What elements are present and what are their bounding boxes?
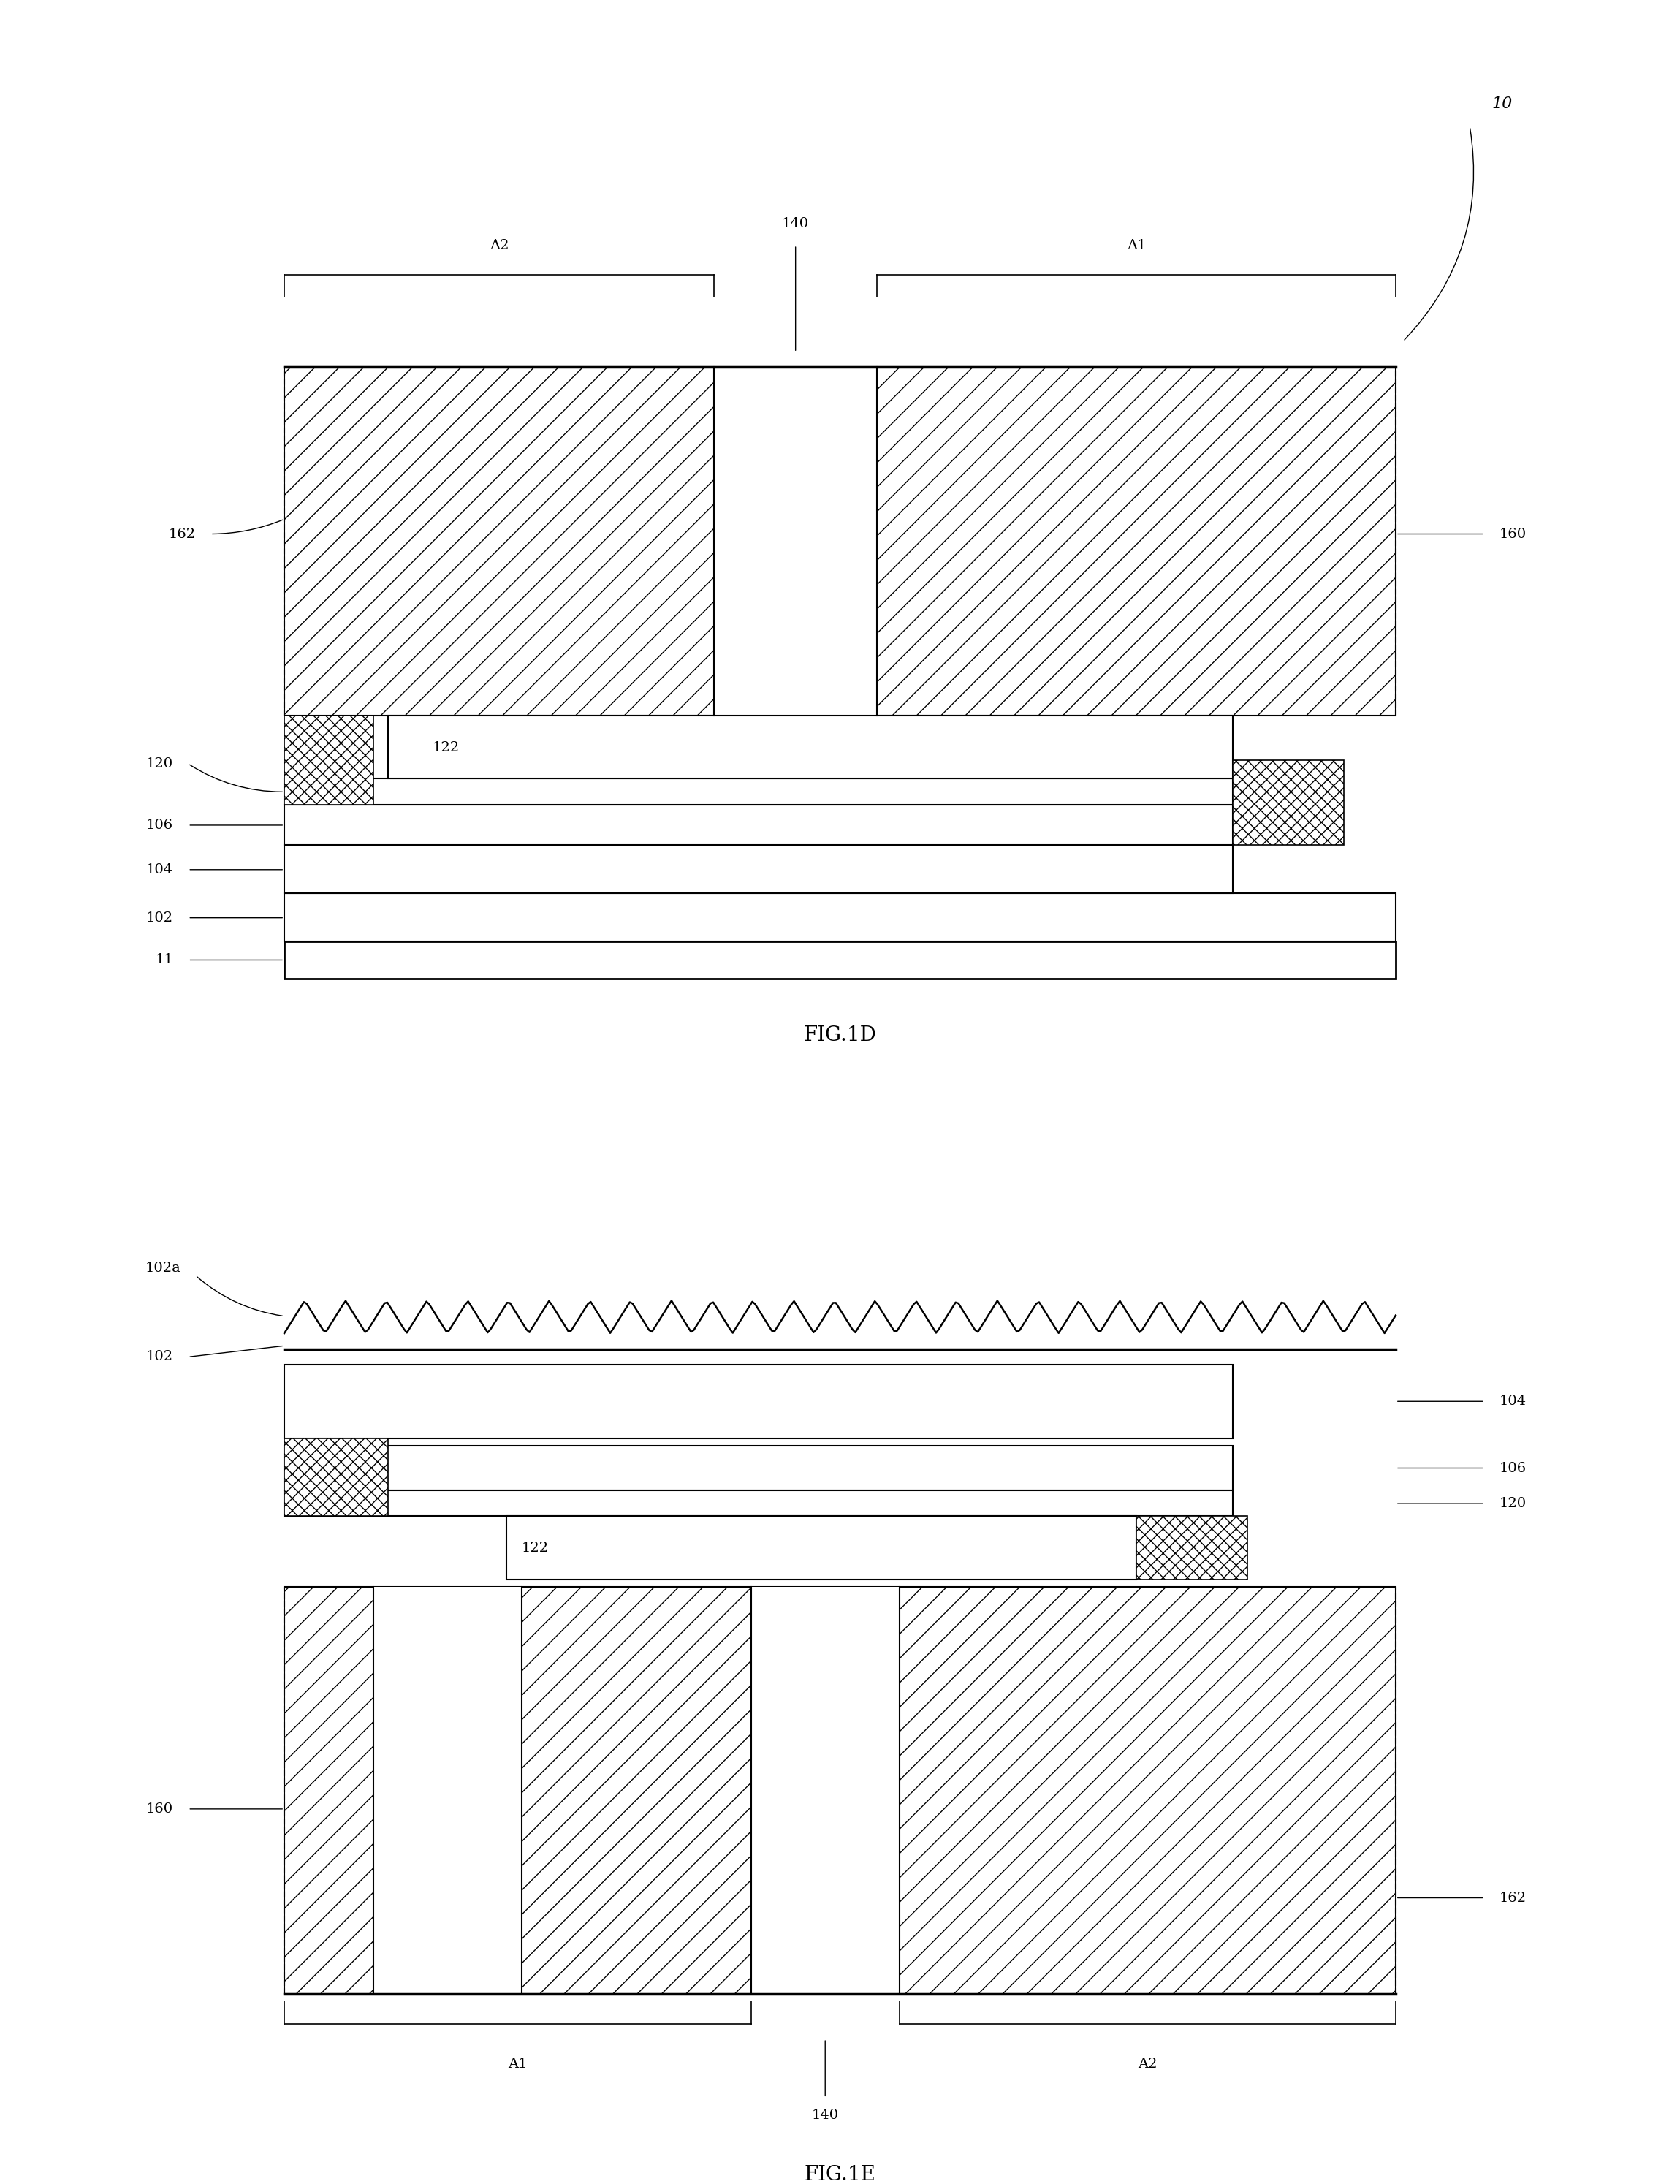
Text: A1: A1 xyxy=(507,2057,528,2070)
Bar xyxy=(751,1586,899,1994)
Bar xyxy=(284,1489,1233,1516)
Text: 102a: 102a xyxy=(144,1262,181,1275)
Bar xyxy=(284,845,1233,893)
Text: 120: 120 xyxy=(146,758,173,771)
Text: 140: 140 xyxy=(811,2110,838,2123)
Text: 11: 11 xyxy=(155,954,173,968)
Text: 140: 140 xyxy=(781,216,810,229)
Text: 102: 102 xyxy=(146,911,173,924)
Text: A1: A1 xyxy=(1127,240,1146,253)
Bar xyxy=(507,1516,1136,1579)
Text: FIG.1D: FIG.1D xyxy=(803,1026,877,1046)
Text: 104: 104 xyxy=(146,863,173,876)
Bar xyxy=(284,1446,1233,1489)
Bar xyxy=(1136,1516,1248,1579)
Text: 160: 160 xyxy=(1499,526,1527,539)
Text: 122: 122 xyxy=(521,1542,549,1555)
Text: 10: 10 xyxy=(1492,96,1512,111)
Bar xyxy=(388,716,1233,778)
Bar xyxy=(284,367,1396,716)
Bar xyxy=(284,893,1396,941)
Text: FIG.1E: FIG.1E xyxy=(805,2164,875,2184)
Bar xyxy=(284,1586,1396,1994)
Text: 162: 162 xyxy=(168,526,195,539)
Text: 162: 162 xyxy=(1499,1891,1527,1904)
Text: 102: 102 xyxy=(146,1350,173,1363)
Text: 122: 122 xyxy=(432,740,460,753)
Bar xyxy=(284,778,1233,804)
Bar xyxy=(373,1586,521,1994)
Text: 120: 120 xyxy=(1499,1496,1527,1509)
Text: 106: 106 xyxy=(1499,1461,1527,1474)
Text: 104: 104 xyxy=(1499,1396,1527,1409)
Bar xyxy=(284,1439,388,1516)
Text: 160: 160 xyxy=(146,1802,173,1815)
Bar xyxy=(284,941,1396,978)
Bar xyxy=(284,804,1233,845)
Text: A2: A2 xyxy=(1137,2057,1158,2070)
Bar xyxy=(714,367,877,716)
Bar xyxy=(284,716,373,804)
Bar xyxy=(1233,760,1344,845)
Bar xyxy=(284,1365,1233,1439)
Text: 106: 106 xyxy=(146,819,173,832)
Text: A2: A2 xyxy=(489,240,509,253)
